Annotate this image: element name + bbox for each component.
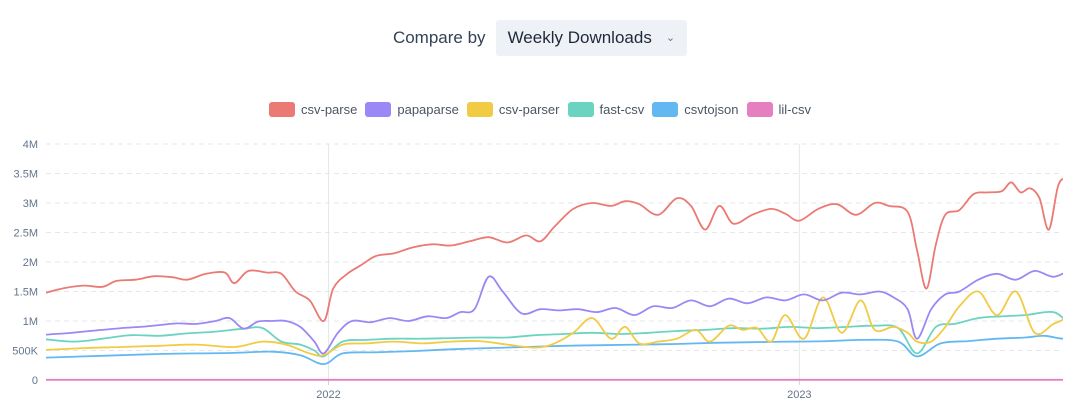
legend-label: csv-parse (301, 102, 358, 117)
legend-item-csv-parser[interactable]: csv-parser (466, 102, 560, 117)
legend-item-lil-csv[interactable]: lil-csv (746, 102, 812, 117)
legend-swatch (466, 102, 493, 117)
y-tick-label: 0 (32, 375, 38, 387)
y-tick-label: 3.5M (14, 169, 38, 181)
x-tick-label: 2023 (787, 389, 811, 401)
legend-swatch (365, 102, 392, 117)
legend-item-fast-csv[interactable]: fast-csv (567, 102, 645, 117)
series-line-csv-parser (46, 290, 1063, 357)
series-line-csv-parse (46, 178, 1063, 322)
legend-label: csvtojson (684, 102, 739, 117)
legend-swatch (746, 102, 773, 117)
y-tick-label: 1M (23, 316, 38, 328)
series-line-fast-csv (46, 310, 1063, 358)
legend-swatch (269, 102, 295, 117)
legend-label: papaparse (397, 102, 459, 117)
y-tick-label: 3M (23, 198, 38, 210)
chevron-down-icon: ⌄ (665, 31, 676, 44)
y-tick-label: 1.5M (14, 287, 38, 299)
legend-item-csvtojson[interactable]: csvtojson (652, 102, 739, 117)
legend-swatch (652, 102, 679, 117)
legend-label: fast-csv (599, 102, 645, 117)
metric-select[interactable]: Weekly Downloads ⌄ (495, 20, 688, 56)
legend-label: csv-parser (498, 102, 560, 117)
y-tick-label: 2.5M (14, 228, 38, 240)
metric-select-value: Weekly Downloads (507, 28, 652, 47)
legend-swatch (567, 102, 594, 117)
series-line-csvtojson (46, 334, 1063, 366)
legend-label: lil-csv (778, 102, 812, 117)
x-tick-label: 2022 (316, 389, 340, 401)
y-tick-label: 500K (12, 346, 38, 358)
y-tick-label: 4M (23, 139, 38, 151)
chart-legend: csv-parse papaparse csv-parser fast-csv csvt… (0, 102, 1080, 117)
series-line-papaparse (46, 269, 1063, 355)
compare-by-control: Compare by Weekly Downloads ⌄ (0, 20, 1080, 56)
compare-by-label: Compare by (392, 28, 486, 47)
y-tick-label: 2M (23, 257, 38, 269)
legend-item-csv-parse[interactable]: csv-parse (269, 102, 357, 117)
legend-item-papaparse[interactable]: papaparse (365, 102, 459, 117)
